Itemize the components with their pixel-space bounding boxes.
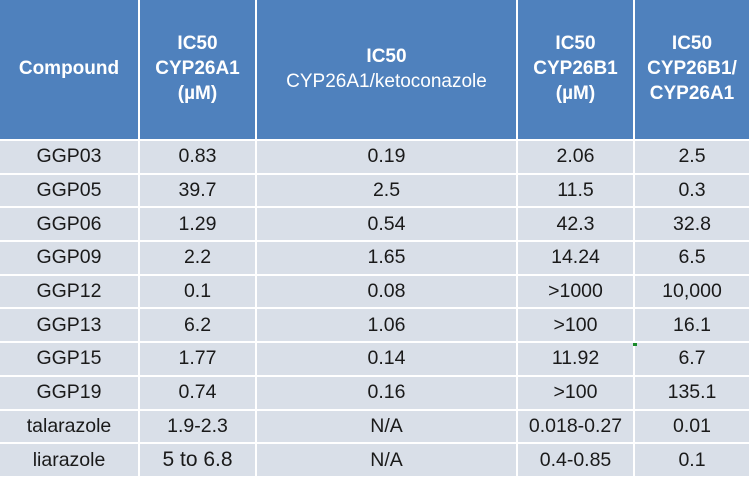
cell-compound: GGP19 [0,374,140,411]
header-ic50-cyp26b1-cyp26a1-ratio: IC50 CYP26B1/ CYP26A1 [633,0,750,141]
cell-ic50-b1-a1-ratio: 10,000 [633,273,750,310]
table-row: GGP15 1.77 0.14 11.92 6.7 [0,341,750,377]
cell-ic50-cyp26b1: 11.92 [516,341,635,377]
cell-ic50-b1-a1-ratio: 135.1 [633,374,750,411]
cell-ic50-b1-a1-ratio: 0.3 [633,172,750,209]
cell-ic50-ratio-ketoconazole: 2.5 [255,172,518,209]
table-row: talarazole 1.9-2.3 N/A 0.018-0.27 0.01 [0,408,750,445]
cell-ic50-ratio-ketoconazole: 0.19 [255,139,518,175]
table-row: GGP13 6.2 1.06 >100 16.1 [0,307,750,344]
cell-ic50-b1-a1-ratio: 6.5 [633,240,750,276]
cell-ic50-b1-a1-ratio: 0.01 [633,408,750,445]
cell-compound: GGP03 [0,139,140,175]
cell-ic50-ratio-ketoconazole: 0.14 [255,341,518,377]
cell-ic50-b1-a1-ratio: 6.7 [633,341,750,377]
table-row: GGP06 1.29 0.54 42.3 32.8 [0,206,750,243]
cell-ic50-cyp26b1: 14.24 [516,240,635,276]
cell-compound: GGP09 [0,240,140,276]
cell-ic50-cyp26a1: 0.1 [138,273,257,310]
cell-compound: liarazole [0,442,140,478]
cell-ic50-cyp26b1: 0.4-0.85 [516,442,635,478]
cell-compound: GGP13 [0,307,140,344]
cell-compound: talarazole [0,408,140,445]
cell-ic50-cyp26b1: 2.06 [516,139,635,175]
table-row: GGP09 2.2 1.65 14.24 6.5 [0,240,750,276]
cell-ic50-cyp26a1: 1.29 [138,206,257,243]
cell-ic50-b1-a1-ratio: 0.1 [633,442,750,478]
cell-compound: GGP12 [0,273,140,310]
cell-ic50-ratio-ketoconazole: 1.65 [255,240,518,276]
cell-ic50-b1-a1-ratio: 16.1 [633,307,750,344]
cell-ic50-cyp26a1: 39.7 [138,172,257,209]
cell-ic50-cyp26b1: 42.3 [516,206,635,243]
cell-ic50-cyp26a1: 1.77 [138,341,257,377]
cell-ic50-ratio-ketoconazole: 1.06 [255,307,518,344]
header-ic50-cyp26a1-ketoconazole: IC50 CYP26A1/ketoconazole [255,0,518,141]
header-ic50-cyp26b1: IC50 CYP26B1 (µM) [516,0,635,141]
table-row: GGP19 0.74 0.16 >100 135.1 [0,374,750,411]
cell-ic50-cyp26a1: 5 to 6.8 [138,442,257,478]
cell-compound: GGP06 [0,206,140,243]
cell-ic50-cyp26a1: 2.2 [138,240,257,276]
cell-error-indicator-mark [633,343,637,346]
cell-ic50-b1-a1-ratio: 2.5 [633,139,750,175]
header-compound: Compound [0,0,140,141]
cell-ic50-ratio-ketoconazole: N/A [255,442,518,478]
cell-ic50-cyp26a1: 6.2 [138,307,257,344]
cell-compound: GGP15 [0,341,140,377]
table-row: GGP12 0.1 0.08 >1000 10,000 [0,273,750,310]
cell-ic50-cyp26a1: 1.9-2.3 [138,408,257,445]
table-row: GGP05 39.7 2.5 11.5 0.3 [0,172,750,209]
cell-ic50-cyp26a1: 0.83 [138,139,257,175]
cell-ic50-cyp26b1: >1000 [516,273,635,310]
cell-ic50-cyp26b1: 0.018-0.27 [516,408,635,445]
cell-ic50-cyp26a1: 0.74 [138,374,257,411]
cell-ic50-ratio-ketoconazole: N/A [255,408,518,445]
header-row: Compound IC50 CYP26A1 (µM) IC50 CYP26A1/… [0,0,750,141]
cell-compound: GGP05 [0,172,140,209]
cell-ic50-b1-a1-ratio: 32.8 [633,206,750,243]
cell-ic50-cyp26b1: >100 [516,307,635,344]
cell-ic50-ratio-ketoconazole: 0.16 [255,374,518,411]
cell-ic50-ratio-ketoconazole: 0.08 [255,273,518,310]
table-row: liarazole 5 to 6.8 N/A 0.4-0.85 0.1 [0,442,750,478]
header-ic50-cyp26a1: IC50 CYP26A1 (µM) [138,0,257,141]
cell-ic50-cyp26b1: 11.5 [516,172,635,209]
cell-ic50-cyp26b1: >100 [516,374,635,411]
table-row: GGP03 0.83 0.19 2.06 2.5 [0,139,750,175]
cell-ic50-ratio-ketoconazole: 0.54 [255,206,518,243]
